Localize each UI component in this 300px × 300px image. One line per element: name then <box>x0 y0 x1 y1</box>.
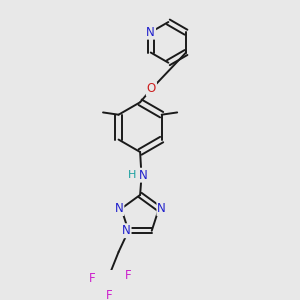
Text: F: F <box>88 272 95 285</box>
Text: N: N <box>122 224 130 237</box>
Text: N: N <box>158 202 166 215</box>
Text: O: O <box>147 82 156 95</box>
Text: H: H <box>128 169 137 180</box>
Text: F: F <box>125 269 132 282</box>
Text: N: N <box>139 169 147 182</box>
Text: F: F <box>105 289 112 300</box>
Text: N: N <box>115 202 123 215</box>
Text: N: N <box>146 26 155 39</box>
